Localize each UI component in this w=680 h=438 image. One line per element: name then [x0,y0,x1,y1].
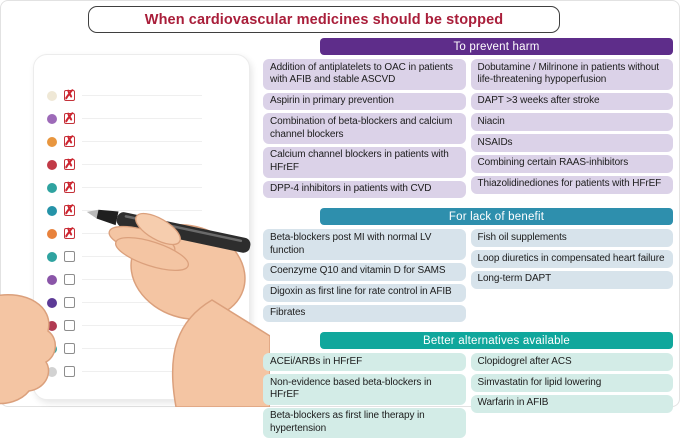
checklist-row [34,337,249,360]
color-dot [47,182,57,193]
color-dot [47,136,57,147]
section-column-left: Beta-blockers post MI with normal LV fun… [263,229,466,323]
list-item: Aspirin in primary prevention [263,92,466,111]
row-line [82,325,202,326]
checkbox [64,366,75,377]
row-line [82,95,202,96]
list-item: Niacin [470,113,673,132]
row-line [82,256,202,257]
list-item: Fish oil supplements [470,229,673,248]
section-columns: Beta-blockers post MI with normal LV fun… [263,229,673,323]
checklist-row [34,153,249,176]
list-item: Warfarin in AFIB [470,394,673,413]
color-dot [47,343,57,354]
list-item: Loop diuretics in compensated heart fail… [470,250,673,268]
section: For lack of benefit Beta-blockers post M… [263,208,673,323]
checklist-row [34,360,249,383]
checkbox [64,110,75,126]
list-item: Thiazolidinediones for patients with HFr… [470,175,673,194]
list-item: Clopidogrel after ACS [470,353,673,372]
color-dot [47,113,57,124]
list-item: Combining certain RAAS-inhibitors [470,154,673,173]
section-column-right: Dobutamine / Milrinone in patients witho… [470,59,673,198]
row-line [82,302,202,303]
row-line [82,187,202,188]
content-panel: To prevent harm Addition of antiplatelet… [263,38,673,438]
list-item: Digoxin as first line for rate control i… [263,283,466,302]
checklist-row [34,107,249,130]
color-dot [47,228,57,239]
section-column-left: Addition of antiplatelets to OAC in pati… [263,59,466,199]
list-item: Non-evidence based beta-blockers in HFrE… [263,374,466,405]
section-column-right: Clopidogrel after ACS Simvastatin for li… [470,353,673,438]
section: Better alternatives available ACEi/ARBs … [263,332,673,438]
color-dot [47,159,57,170]
list-item: Long-term DAPT [470,270,673,289]
color-dot [47,251,57,262]
list-item: Beta-blockers post MI with normal LV fun… [263,229,466,260]
checkbox [64,87,75,103]
checkbox [64,251,75,262]
checklist-row [34,130,249,153]
section-columns: Addition of antiplatelets to OAC in pati… [263,59,673,199]
checkbox [64,225,75,241]
list-item: Coenzyme Q10 and vitamin D for SAMS [263,262,466,281]
checklist-row [34,84,249,107]
row-line [82,348,202,349]
checkbox [64,202,75,218]
checklist-paper [33,54,250,400]
row-line [82,233,202,234]
list-item: Simvastatin for lipid lowering [470,374,673,392]
checklist-row [34,245,249,268]
checkbox [64,297,75,308]
checklist-row [34,291,249,314]
section-header: To prevent harm [320,38,673,55]
section: To prevent harm Addition of antiplatelet… [263,38,673,199]
checklist-row [34,222,249,245]
color-dot [47,320,57,331]
list-item: Addition of antiplatelets to OAC in pati… [263,59,466,90]
row-line [82,164,202,165]
row-line [82,210,202,211]
section-columns: ACEi/ARBs in HFrEF Non-evidence based be… [263,353,673,438]
row-line [82,279,202,280]
color-dot [47,205,57,216]
color-dot [47,90,57,101]
list-item: Combination of beta-blockers and calcium… [263,113,466,144]
checkbox [64,320,75,331]
checklist-row [34,314,249,337]
section-column-left: ACEi/ARBs in HFrEF Non-evidence based be… [263,353,466,438]
section-column-right: Fish oil supplements Loop diuretics in c… [470,229,673,322]
section-header: For lack of benefit [320,208,673,226]
checkbox [64,156,75,172]
page-title: When cardiovascular medicines should be … [88,6,560,33]
checklist-row [34,199,249,222]
list-item: NSAIDs [470,134,673,152]
list-item: Fibrates [263,304,466,323]
row-line [82,118,202,119]
list-item: DPP-4 inhibitors in patients with CVD [263,180,466,199]
list-item: Dobutamine / Milrinone in patients witho… [470,59,673,90]
list-item: Beta-blockers as first line therapy in h… [263,407,466,438]
list-item: DAPT >3 weeks after stroke [470,92,673,111]
list-item: Calcium channel blockers in patients wit… [263,146,466,178]
checklist-row [34,176,249,199]
color-dot [47,297,57,308]
color-dot [47,366,57,377]
row-line [82,141,202,142]
list-item: ACEi/ARBs in HFrEF [263,353,466,372]
checkbox [64,343,75,354]
row-line [82,371,202,372]
checkbox [64,133,75,149]
color-dot [47,274,57,285]
checkbox [64,274,75,285]
checklist-row [34,268,249,291]
section-header: Better alternatives available [320,332,673,350]
checkbox [64,179,75,195]
